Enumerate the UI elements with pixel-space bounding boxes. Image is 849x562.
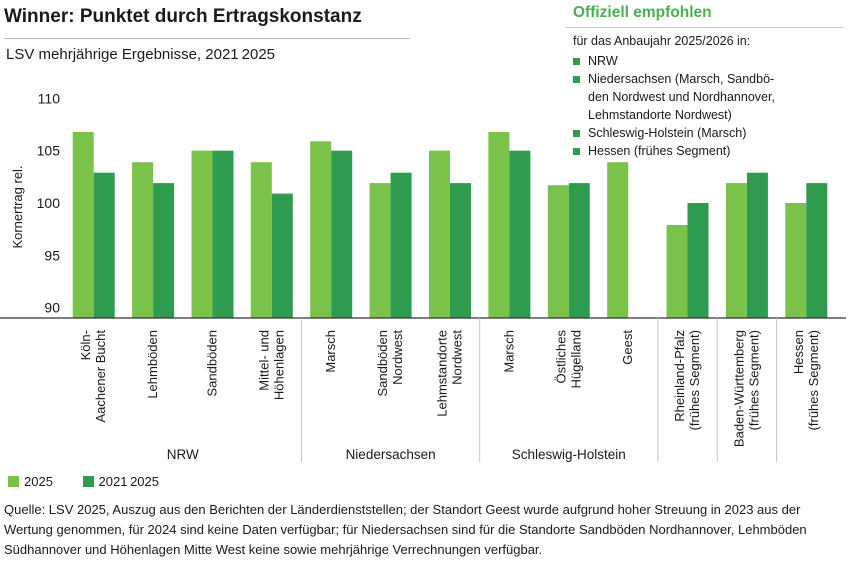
chart-legend: 2025 2021 2025 [8,474,185,489]
bar-series2 [212,150,234,318]
bar-series1 [369,183,391,318]
bar-series2 [331,150,353,318]
x-tick-label: Baden-Württemberg(frühes Segment) [731,330,761,447]
y-tick-label: 100 [37,195,61,211]
bar-series2 [806,183,828,318]
x-tick-label: Lehmböden [145,330,160,399]
x-tick-label: Geest [620,330,635,365]
bar-series1 [250,162,272,318]
x-tick-label: Sandböden [205,330,220,397]
bar-series2 [450,183,471,318]
x-tick-label: SandbödenNordwest [375,330,405,397]
bar-series2 [271,193,293,318]
bar-series1 [547,185,569,318]
source-note: Quelle: LSV 2025, Auszug aus den Bericht… [4,502,807,557]
bar-series1 [666,225,688,318]
recommendation-item: Schleswig-Holstein (Marsch) [573,124,823,142]
title-divider [4,38,410,39]
legend-item: 2025 [8,474,53,489]
chart-title: Winner: Punktet durch Ertragskonstanz [4,6,362,27]
y-tick-label: 90 [44,300,60,316]
x-tick-label: ÖstlichesHügelland [553,330,583,389]
recommendation-divider [566,27,844,28]
x-tick-label: Marsch [323,330,338,373]
bar-series2 [390,172,412,318]
x-tick-label: Köln-Aachener Bucht [78,330,108,423]
x-tick-label: LehmstandorteNordwest [435,330,465,417]
chart-subtitle: LSV mehrjährige Ergebnisse, 2021 2025 [6,46,276,63]
bar-chart: Kornertrag rel. 90 95 100 105 110 Köln-Aachene… [0,90,846,462]
bar-series1 [725,183,747,318]
x-tick-label: Rheinland-Pfalz(frühes Segment) [672,330,702,430]
bar-series1 [132,162,154,318]
square-bullet-icon [573,58,580,65]
recommendation-intro: für das Anbaujahr 2025/2026 in: [573,34,751,48]
bar-series1 [191,150,213,318]
legend-item: 2021 2025 [82,474,159,489]
square-bullet-icon [573,130,580,137]
bar-series1 [607,162,629,318]
square-bullet-icon [573,76,580,83]
x-tick-label: Hessen(frühes Segment) [791,330,821,430]
bar-series1 [488,131,510,318]
group-label: Niedersachsen [346,447,436,462]
recommendation-item: NRW [573,52,823,70]
bar-series2 [153,183,175,318]
bar-series2 [93,172,115,318]
bar-series2 [509,150,531,318]
group-label: Schleswig-Holstein [512,447,626,462]
bar-series1 [785,203,807,318]
y-tick-label: 110 [38,90,61,106]
y-axis-label: Kornertrag rel. [10,165,25,248]
legend-swatch [82,476,94,487]
y-tick-label: 95 [44,247,60,263]
bar-series1 [429,150,450,318]
bar-series2 [746,172,768,318]
recommendation-item: Hessen (frühes Segment) [573,142,823,160]
recommendation-title: Offiziell empfohlen [573,4,712,21]
bar-series1 [310,141,332,318]
recommendation-item: Niedersachsen (Marsch, Sandbö- den Nordw… [573,70,823,124]
x-tick-label: Marsch [501,330,516,373]
square-bullet-icon [573,148,580,155]
legend-swatch [8,476,19,487]
x-tick-label: Mittel- undHöhenlagen [256,330,286,400]
bar-series2 [568,183,590,318]
bar-series1 [72,131,94,318]
group-label: NRW [167,447,199,462]
bar-series2 [687,203,709,318]
y-tick-label: 105 [37,143,61,159]
